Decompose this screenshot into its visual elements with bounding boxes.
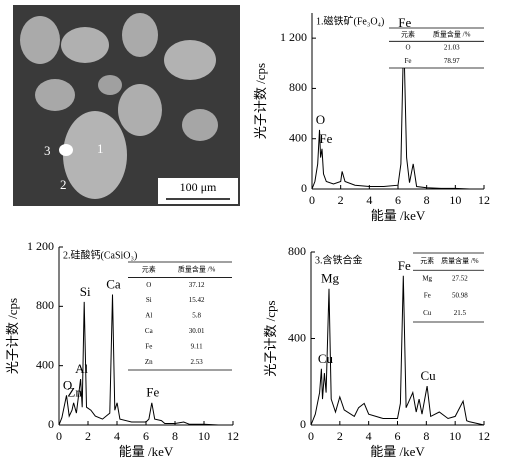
x-tick-label: 2 <box>337 429 343 443</box>
peak-label: Fe <box>319 131 332 146</box>
x-tick-label: 4 <box>366 193 372 207</box>
table-cell: 50.98 <box>452 292 468 300</box>
table-cell: Fe <box>145 342 152 350</box>
peak-label: Cu <box>318 351 334 366</box>
image-label: 1 <box>97 141 104 156</box>
table-header: 元素 <box>142 264 156 273</box>
table-cell: Ca <box>145 327 154 335</box>
chart-title: 1.磁铁矿(Fe₃O₄) <box>316 14 384 27</box>
table-cell: 30.01 <box>189 327 205 335</box>
table-bg <box>413 253 484 322</box>
peak-label: Zn <box>67 385 82 400</box>
table-cell: 5.8 <box>192 312 201 320</box>
y-tick-label: 400 <box>288 330 306 344</box>
table-cell: Mg <box>422 274 432 282</box>
scale-label: 100 μm <box>180 180 217 194</box>
table-header: 质量含量 /% <box>433 29 471 38</box>
x-axis-label: 能量 /keV <box>371 208 426 223</box>
table-cell: 15.42 <box>189 296 205 304</box>
y-axis-label: 光子计数 /cps <box>5 298 20 374</box>
peak-label: Mg <box>321 271 340 286</box>
x-tick-label: 10 <box>449 193 461 207</box>
y-tick-label: 1 200 <box>27 239 54 253</box>
table-cell: Al <box>145 312 152 320</box>
peak-label: Fe <box>146 385 159 400</box>
spectrum-line <box>58 294 233 426</box>
peak-label: Si <box>80 284 91 299</box>
y-tick-label: 400 <box>36 357 54 371</box>
table-cell: 2.53 <box>191 358 204 366</box>
x-tick-label: 0 <box>56 429 62 443</box>
table-cell: 78.97 <box>444 57 460 65</box>
peak-label: Ca <box>106 276 121 291</box>
y-tick-label: 800 <box>289 80 307 94</box>
spectrum-line <box>311 33 484 190</box>
peak-label: Cu <box>420 368 436 383</box>
y-tick-label: 800 <box>36 298 54 312</box>
table-cell: Fe <box>405 57 412 65</box>
table-cell: 9.11 <box>191 342 203 350</box>
y-tick-label: 800 <box>288 244 306 258</box>
table-cell: Zn <box>145 358 153 366</box>
sem-image: 1 2 3 100 μm <box>13 5 240 206</box>
x-tick-label: 12 <box>478 429 490 443</box>
table-bg <box>128 262 232 370</box>
x-tick-label: 8 <box>424 193 430 207</box>
y-axis-label: 光子计数 /cps <box>263 300 278 376</box>
table-cell: 21.03 <box>444 44 460 52</box>
y-tick-label: 400 <box>289 130 307 144</box>
spectrum-line <box>310 275 485 426</box>
x-tick-label: 10 <box>449 429 461 443</box>
y-tick-label: 0 <box>300 417 306 431</box>
peak-label: Al <box>75 361 88 376</box>
x-tick-label: 12 <box>227 429 239 443</box>
x-tick-label: 12 <box>478 193 490 207</box>
table-cell: O <box>405 44 410 52</box>
table-cell: Si <box>146 296 152 304</box>
peak-label: Fe <box>398 15 411 30</box>
chart-title: 3.含铁合金 <box>315 253 363 266</box>
peak-label: O <box>316 112 325 127</box>
image-label: 2 <box>60 177 67 192</box>
table-header: 元素 <box>420 256 434 265</box>
x-tick-label: 10 <box>198 429 210 443</box>
table-cell: Fe <box>424 292 431 300</box>
x-tick-label: 2 <box>85 429 91 443</box>
table-header: 质量含量 /% <box>441 256 479 265</box>
table-header: 元素 <box>401 29 415 38</box>
x-tick-label: 0 <box>308 429 314 443</box>
table-header: 质量含量 /% <box>178 264 216 273</box>
x-tick-label: 6 <box>395 429 401 443</box>
table-cell: 37.12 <box>189 281 205 289</box>
table-cell: 27.52 <box>452 274 468 282</box>
peak-label: O <box>63 377 72 392</box>
x-tick-label: 6 <box>143 429 149 443</box>
x-tick-label: 8 <box>423 429 429 443</box>
x-axis-label: 能量 /keV <box>370 444 425 459</box>
x-tick-label: 8 <box>172 429 178 443</box>
x-tick-label: 6 <box>395 193 401 207</box>
y-tick-label: 0 <box>48 417 54 431</box>
x-tick-label: 0 <box>309 193 315 207</box>
image-label: 3 <box>44 143 51 158</box>
table-cell: O <box>146 281 151 289</box>
y-tick-label: 0 <box>301 181 307 195</box>
chart-title: 2.硅酸钙(CaSiO₃) <box>63 248 137 261</box>
y-tick-label: 1 200 <box>280 30 307 44</box>
table-cell: 21.5 <box>454 309 467 317</box>
x-tick-label: 2 <box>338 193 344 207</box>
x-tick-label: 4 <box>114 429 120 443</box>
peak-label: Fe <box>398 258 411 273</box>
y-axis-label: 光子计数 /cps <box>253 63 268 139</box>
x-axis-label: 能量 /keV <box>119 444 174 459</box>
x-tick-label: 4 <box>366 429 372 443</box>
table-bg <box>389 28 484 68</box>
table-cell: Cu <box>423 309 432 317</box>
